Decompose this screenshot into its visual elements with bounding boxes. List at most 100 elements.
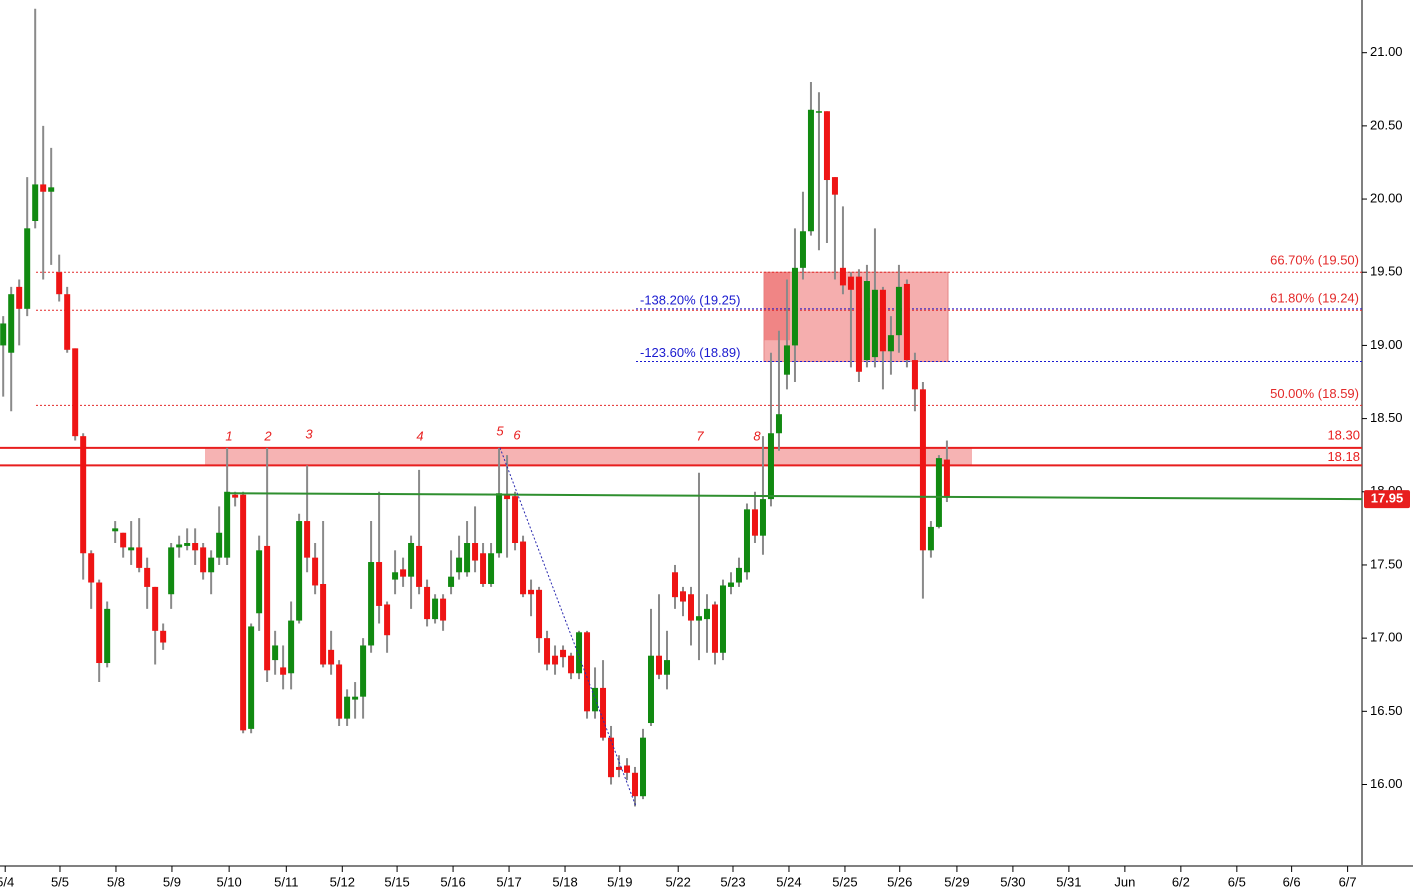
- y-tick-label: 17.50: [1370, 556, 1403, 571]
- candle-body: [711, 604, 718, 653]
- x-tick-label: 5/24: [776, 874, 801, 889]
- candle-body: [40, 184, 47, 192]
- candle-body: [56, 272, 63, 295]
- candle-body: [703, 608, 710, 620]
- candle-body: [624, 765, 631, 773]
- candle-body: [136, 547, 143, 568]
- candle-body: [400, 569, 407, 577]
- x-tick-label: 5/4: [0, 874, 14, 889]
- x-tick-label: 6/2: [1172, 874, 1190, 889]
- fib-label: 50.00% (18.59): [1270, 386, 1359, 401]
- candle-body: [8, 294, 15, 353]
- candle-body: [935, 458, 942, 527]
- candle-body: [168, 547, 175, 595]
- candle-body: [815, 111, 822, 113]
- candle-body: [360, 645, 367, 697]
- candle-body: [687, 594, 694, 621]
- candle-body: [88, 553, 95, 583]
- candle-body: [320, 583, 327, 665]
- candle-body: [104, 608, 111, 664]
- candle-body: [16, 286, 23, 309]
- candle-body: [775, 414, 782, 434]
- candle-body: [176, 544, 183, 548]
- candle-body: [943, 459, 950, 497]
- candle-body: [288, 620, 295, 674]
- extension-label: -123.60% (18.89): [640, 345, 740, 360]
- x-tick-label: 5/22: [666, 874, 691, 889]
- y-tick-label: 19.50: [1370, 264, 1403, 279]
- candle-body: [424, 586, 431, 620]
- candle-body: [879, 289, 886, 352]
- candle-body: [488, 553, 495, 584]
- candle-body: [751, 509, 758, 536]
- x-tick-label: 5/31: [1056, 874, 1081, 889]
- candle-body: [759, 499, 766, 536]
- candle-body: [296, 521, 303, 621]
- x-tick-label: 5/11: [274, 874, 298, 889]
- target-zone-core: [764, 272, 790, 341]
- x-tick-label: 5/25: [832, 874, 857, 889]
- resistance-zone: [205, 447, 972, 466]
- candle-body: [695, 616, 702, 621]
- candle-body: [504, 494, 511, 500]
- candle-body: [384, 604, 391, 636]
- decline-line: [499, 447, 637, 807]
- candle-body: [80, 436, 87, 554]
- candle-body: [863, 281, 870, 361]
- candle-body: [640, 737, 647, 797]
- wave-label: 4: [416, 428, 423, 443]
- candle-body: [847, 276, 854, 290]
- candle-body: [520, 541, 527, 595]
- candle-body: [440, 598, 447, 621]
- fib-label: 66.70% (19.50): [1270, 253, 1359, 268]
- candle-body: [791, 267, 798, 346]
- candle-body: [855, 276, 862, 372]
- candle-body: [656, 655, 663, 675]
- x-tick-label: 5/8: [107, 874, 125, 889]
- candle-body: [799, 231, 806, 268]
- candle-body: [783, 345, 790, 375]
- candle-body: [152, 586, 159, 631]
- candle-body: [464, 543, 471, 573]
- y-tick-label: 16.50: [1370, 703, 1403, 718]
- candle-body: [616, 766, 623, 770]
- candle-body: [328, 649, 335, 665]
- wave-label: 5: [496, 423, 504, 438]
- x-tick-label: 5/19: [607, 874, 632, 889]
- candle-body: [600, 687, 607, 738]
- candle-body: [871, 289, 878, 358]
- candle-body: [160, 630, 167, 643]
- candle-body: [72, 348, 79, 437]
- x-tick-label: 5/23: [720, 874, 745, 889]
- candle-body: [64, 294, 71, 350]
- x-tick-label: 5/10: [216, 874, 241, 889]
- candle-body: [719, 585, 726, 653]
- candle-body: [560, 649, 567, 658]
- candle-body: [632, 772, 639, 797]
- candle-body: [576, 632, 583, 674]
- candle-body: [184, 543, 191, 546]
- candle-body: [911, 360, 918, 390]
- y-tick-label: 19.00: [1370, 337, 1403, 352]
- candle-body: [544, 638, 551, 665]
- candle-body: [679, 591, 686, 602]
- candle-body: [192, 543, 199, 551]
- candle-body: [312, 557, 319, 586]
- candle-body: [648, 655, 655, 724]
- candle-body: [392, 572, 399, 580]
- candle-body: [248, 626, 255, 729]
- candle-body: [903, 283, 910, 361]
- candle-body: [727, 582, 734, 587]
- x-tick-label: 5/30: [1000, 874, 1025, 889]
- x-tick-label: 5/16: [440, 874, 465, 889]
- candle-body: [232, 494, 239, 498]
- candle-body: [416, 545, 423, 587]
- candle-body: [224, 491, 231, 558]
- candle-body: [672, 572, 679, 598]
- candle-body: [536, 589, 543, 639]
- candle-body: [432, 598, 439, 620]
- candle-body: [887, 335, 894, 352]
- wave-label: 1: [225, 428, 232, 443]
